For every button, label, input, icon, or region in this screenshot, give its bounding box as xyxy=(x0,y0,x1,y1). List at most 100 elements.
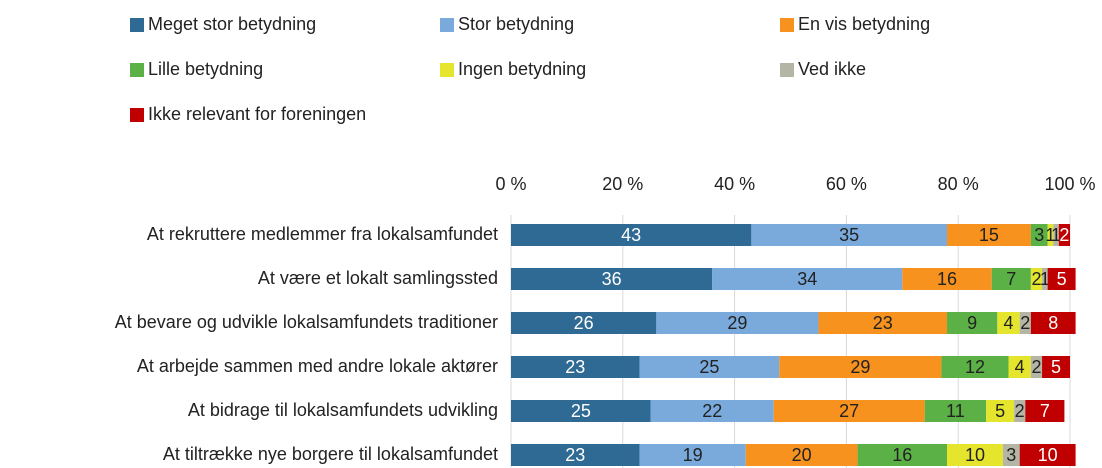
data-label: 2 xyxy=(1031,269,1041,289)
category-label: At arbejde sammen med andre lokale aktør… xyxy=(137,356,498,376)
bar-segment xyxy=(639,356,780,378)
x-tick-label: 0 % xyxy=(495,174,526,194)
bar-segment xyxy=(818,312,948,334)
category-label: At tiltrække nye borgere til lokalsamfun… xyxy=(163,444,498,464)
data-label: 27 xyxy=(839,401,859,421)
bar-segment xyxy=(1047,268,1076,290)
data-label: 3 xyxy=(1006,445,1016,465)
data-label: 25 xyxy=(571,401,591,421)
bar-segment xyxy=(712,268,903,290)
bar-segment xyxy=(745,444,858,466)
bar-segment xyxy=(902,268,992,290)
data-label: 1 xyxy=(1040,269,1050,289)
bar-segment xyxy=(1030,312,1076,334)
bar-segment xyxy=(1030,224,1048,246)
bar-segment xyxy=(773,400,925,422)
bar-segment xyxy=(947,224,1031,246)
legend-swatch xyxy=(780,63,794,77)
data-label: 5 xyxy=(995,401,1005,421)
data-label: 7 xyxy=(1006,269,1016,289)
legend-swatch xyxy=(130,18,144,32)
legend-label: Lille betydning xyxy=(148,59,263,79)
x-tick-label: 60 % xyxy=(826,174,867,194)
bar-segment xyxy=(1047,224,1054,246)
legend-label: Ved ikke xyxy=(798,59,866,79)
data-label: 10 xyxy=(1038,445,1058,465)
bar-segment xyxy=(650,400,774,422)
bar-segment xyxy=(941,356,1009,378)
data-label: 10 xyxy=(965,445,985,465)
category-label: At rekruttere medlemmer fra lokalsamfund… xyxy=(147,224,498,244)
legend-swatch xyxy=(440,18,454,32)
bar-segment xyxy=(639,444,746,466)
x-tick-label: 20 % xyxy=(602,174,643,194)
bar-segment xyxy=(511,312,657,334)
bar-segment xyxy=(656,312,819,334)
data-label: 3 xyxy=(1034,225,1044,245)
bar-segment xyxy=(779,356,942,378)
legend-swatch xyxy=(440,63,454,77)
bar-segment xyxy=(1030,268,1043,290)
bar-segment xyxy=(1042,356,1070,378)
data-label: 16 xyxy=(937,269,957,289)
bar-segment xyxy=(511,356,640,378)
data-label: 25 xyxy=(699,357,719,377)
data-label: 1 xyxy=(1045,225,1055,245)
data-label: 23 xyxy=(873,313,893,333)
data-label: 15 xyxy=(979,225,999,245)
data-label: 4 xyxy=(1004,313,1014,333)
bar-segment xyxy=(1042,268,1048,290)
data-label: 43 xyxy=(621,225,641,245)
data-label: 26 xyxy=(574,313,594,333)
bar-segment xyxy=(947,444,1003,466)
data-label: 7 xyxy=(1040,401,1050,421)
data-label: 29 xyxy=(850,357,870,377)
bar-segment xyxy=(1002,444,1020,466)
data-label: 22 xyxy=(702,401,722,421)
data-label: 11 xyxy=(946,401,965,421)
data-label: 2 xyxy=(1020,313,1030,333)
bar-segment xyxy=(997,312,1020,334)
bar-segment xyxy=(947,312,998,334)
data-label: 12 xyxy=(965,357,985,377)
category-label: At bevare og udvikle lokalsamfundets tra… xyxy=(115,312,498,332)
bar-segment xyxy=(1019,312,1031,334)
legend-label: En vis betydning xyxy=(798,14,930,34)
x-tick-label: 80 % xyxy=(938,174,979,194)
data-label: 1 xyxy=(1051,225,1061,245)
bar-segment xyxy=(511,268,713,290)
x-tick-label: 40 % xyxy=(714,174,755,194)
data-label: 5 xyxy=(1051,357,1061,377)
data-label: 2 xyxy=(1059,225,1069,245)
bar-segment xyxy=(1025,400,1065,422)
bar-segment xyxy=(511,444,640,466)
legend-label: Stor betydning xyxy=(458,14,574,34)
bar-segment xyxy=(1053,224,1059,246)
bar-segment xyxy=(924,400,987,422)
bar-segment xyxy=(1058,224,1070,246)
bar-segment xyxy=(751,224,948,246)
data-label: 2 xyxy=(1015,401,1025,421)
category-label: At være et lokalt samlingssted xyxy=(258,268,498,288)
data-label: 2 xyxy=(1031,357,1041,377)
bar-segment xyxy=(857,444,948,466)
legend-swatch xyxy=(130,108,144,122)
data-label: 5 xyxy=(1057,269,1067,289)
bar-segment xyxy=(1030,356,1043,378)
legend-swatch xyxy=(780,18,794,32)
data-label: 16 xyxy=(892,445,912,465)
data-label: 19 xyxy=(683,445,703,465)
bar-segment xyxy=(1008,356,1031,378)
legend-label: Meget stor betydning xyxy=(148,14,316,34)
bar-segment xyxy=(991,268,1031,290)
bar-segment xyxy=(511,224,752,246)
legend-swatch xyxy=(130,63,144,77)
x-tick-label: 100 % xyxy=(1044,174,1095,194)
data-label: 8 xyxy=(1048,313,1058,333)
category-label: At bidrage til lokalsamfundets udvikling xyxy=(188,400,498,420)
data-label: 20 xyxy=(792,445,812,465)
data-label: 29 xyxy=(727,313,747,333)
data-label: 23 xyxy=(565,445,585,465)
legend-label: Ingen betydning xyxy=(458,59,586,79)
